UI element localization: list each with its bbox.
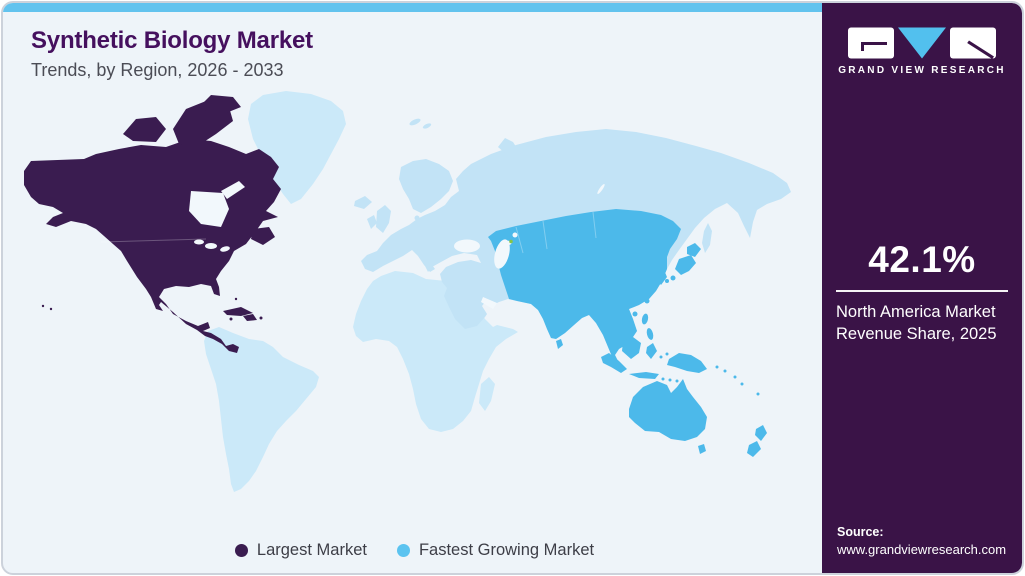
hispaniola [243,314,257,321]
great-britain [376,205,391,233]
stat-block: 42.1% North America Market Revenue Share… [836,239,1008,346]
sulawesi [646,343,657,359]
sakhalin [702,223,712,253]
cuba [223,307,253,316]
pacific-island-3 [733,375,737,379]
denmark [414,215,420,221]
lesser-sunda-1 [661,377,665,381]
iceland [354,196,372,209]
page-subtitle: Trends, by Region, 2026 - 2033 [31,60,284,80]
asia-country-borders [515,211,597,254]
logo-v-triangle [898,27,946,59]
legend-dot-largest [234,544,248,557]
source-block: Source: www.grandviewresearch.com [837,525,1006,557]
source-label: Source: [837,525,884,539]
pacific-island-1 [715,365,719,369]
logo-r-glyph [967,40,994,59]
bahamas [234,297,238,301]
legend-dot-fastest [396,544,410,557]
caspian-sea [494,239,510,269]
inland-seas-eurasia [454,184,605,309]
map-legend: Largest Market Fastest Growing Market [3,541,826,560]
legend-item-fastest: Fastest Growing Market [396,541,595,560]
taiwan [644,298,650,304]
moluccas-2 [665,352,669,356]
svalbard-2 [422,123,432,129]
philippines-mindanao [646,328,654,340]
lake-baikal [597,184,605,194]
inland-seas-north-america [189,181,245,252]
sumatra [601,353,627,373]
asia-mainland [488,209,681,367]
japan-hokkaido [687,243,701,257]
persian-gulf [481,297,497,309]
north-america-mainland [24,139,281,353]
world-map [24,91,791,492]
madagascar [479,377,495,411]
sri-lanka [556,339,563,349]
new-guinea [667,353,707,373]
hainan [632,311,638,317]
gvr-logo-mark [848,27,996,59]
lesser-sunda-3 [675,379,679,383]
aleutian-2 [49,307,53,311]
scandinavia [399,159,453,213]
new-zealand-north [755,425,767,441]
pacific-island-5 [756,392,760,396]
lesser-sunda-2 [668,378,672,382]
stat-divider [836,290,1008,292]
legend-label-largest: Largest Market [256,541,367,559]
tasmania [698,444,706,454]
legend-item-largest: Largest Market [234,541,367,560]
hudson-strait [221,181,245,199]
moluccas-1 [659,355,663,359]
pacific-island-2 [723,369,727,373]
aleutian-1 [41,304,45,308]
svalbard [409,118,421,126]
java [629,372,659,379]
main-panel: Synthetic Biology Market Trends, by Regi… [3,3,826,573]
south-america [204,327,319,492]
great-lake-1 [194,239,204,245]
japan-kyushu [670,275,676,281]
great-lake-2 [205,243,217,249]
arctic-island-1 [123,117,166,142]
australia [629,379,707,441]
japan-honshu [675,255,696,275]
arctic-island-ellesmere [199,95,241,113]
source-url: www.grandviewresearch.com [837,542,1007,557]
region-asia-pacific [488,209,767,457]
black-sea [454,239,480,253]
japan-shikoku [665,279,669,283]
lake-marker-green [509,239,513,244]
region-north-america [24,95,281,353]
legend-label-fastest: Fastest Growing Market [418,541,595,559]
sidebar: GRAND VIEW RESEARCH 42.1% North America … [822,3,1022,573]
jamaica [229,317,233,321]
us-canada-border [100,238,207,243]
puerto-rico [259,316,263,320]
novaya-zemlya [498,138,520,160]
aral-sea [512,232,518,238]
accent-strip [3,3,826,12]
gvr-logo: GRAND VIEW RESEARCH [822,27,1022,76]
philippines-luzon [641,313,649,325]
new-zealand-south [747,441,761,457]
ireland [367,215,377,229]
borneo [622,337,641,359]
hudson-bay [189,191,229,227]
korea [647,252,667,285]
stat-value: 42.1% [868,239,976,280]
newfoundland [251,227,275,245]
logo-g-glyph [861,42,887,51]
pacific-island-4 [740,382,744,386]
stat-description: North America Market Revenue Share, 2025 [836,303,997,343]
page-title: Synthetic Biology Market [31,27,313,54]
great-lake-3 [220,246,230,252]
logo-wordmark: GRAND VIEW RESEARCH [838,65,1006,76]
